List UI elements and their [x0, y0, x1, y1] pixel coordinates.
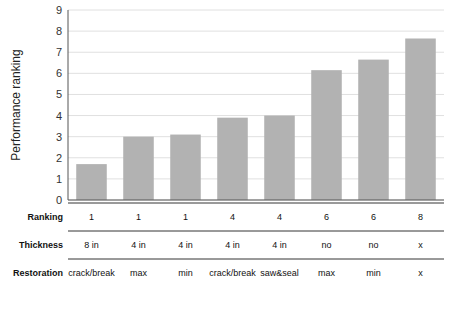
y-tick-label: 6 [56, 67, 62, 79]
grid [68, 10, 444, 200]
table-cell: crack/break [209, 268, 256, 278]
bar [123, 137, 154, 200]
y-tick-label: 7 [56, 46, 62, 58]
table-cell: 4 [277, 212, 282, 222]
grid-line [68, 10, 444, 11]
y-axis [68, 10, 69, 200]
table-cell: 4 in [225, 240, 240, 250]
y-tick-label: 8 [56, 25, 62, 37]
bar [217, 118, 248, 200]
grid-line [68, 31, 444, 32]
table-cell: 6 [371, 212, 376, 222]
table: Ranking 1 1 1 4 4 6 6 8 Thickness 8 in 4 in 4 in 4 in… [13, 203, 444, 278]
table-cell: 1 [183, 212, 188, 222]
grid-line [68, 52, 444, 53]
table-cell: 8 in [84, 240, 99, 250]
table-cell: x [418, 268, 423, 278]
row-label: Thickness [19, 240, 63, 250]
bar [76, 164, 107, 200]
row-label: Ranking [27, 212, 63, 222]
table-cell: max [130, 268, 148, 278]
table-cell: 4 in [131, 240, 146, 250]
bar [311, 70, 342, 200]
table-cell: max [318, 268, 336, 278]
row-label: Restoration [13, 268, 63, 278]
table-cell: x [418, 240, 423, 250]
table-cell: 4 [230, 212, 235, 222]
table-cell: 4 in [272, 240, 287, 250]
y-tick-label: 4 [56, 110, 62, 122]
bar [405, 39, 436, 201]
table-cell: 1 [136, 212, 141, 222]
table-cell: min [178, 268, 193, 278]
y-tick-label: 5 [56, 88, 62, 100]
table-divider [68, 259, 444, 260]
x-axis [68, 200, 444, 201]
chart: 0 1 2 3 4 5 6 7 8 9 Performance ranking Ranking 1 1 1 4… [0, 0, 450, 313]
grid-line [68, 200, 444, 201]
bars [76, 39, 436, 201]
y-tick-label: 1 [56, 173, 62, 185]
y-tick-label: 9 [56, 4, 62, 16]
bar [358, 60, 389, 200]
table-divider [68, 231, 444, 232]
table-cell: no [368, 240, 378, 250]
table-cell: 8 [418, 212, 423, 222]
table-cell: 1 [89, 212, 94, 222]
table-cell: min [366, 268, 381, 278]
table-cell: crack/break [68, 268, 115, 278]
table-cell: no [321, 240, 331, 250]
table-divider [68, 203, 444, 204]
table-cell: 4 in [178, 240, 193, 250]
y-tick-label: 3 [56, 131, 62, 143]
y-tick-label: 0 [56, 194, 62, 206]
y-tick-label: 2 [56, 152, 62, 164]
y-axis-label: Performance ranking [9, 49, 23, 160]
bar [264, 116, 295, 200]
bar [170, 135, 201, 200]
table-cell: 6 [324, 212, 329, 222]
table-cell: saw&seal [260, 268, 299, 278]
